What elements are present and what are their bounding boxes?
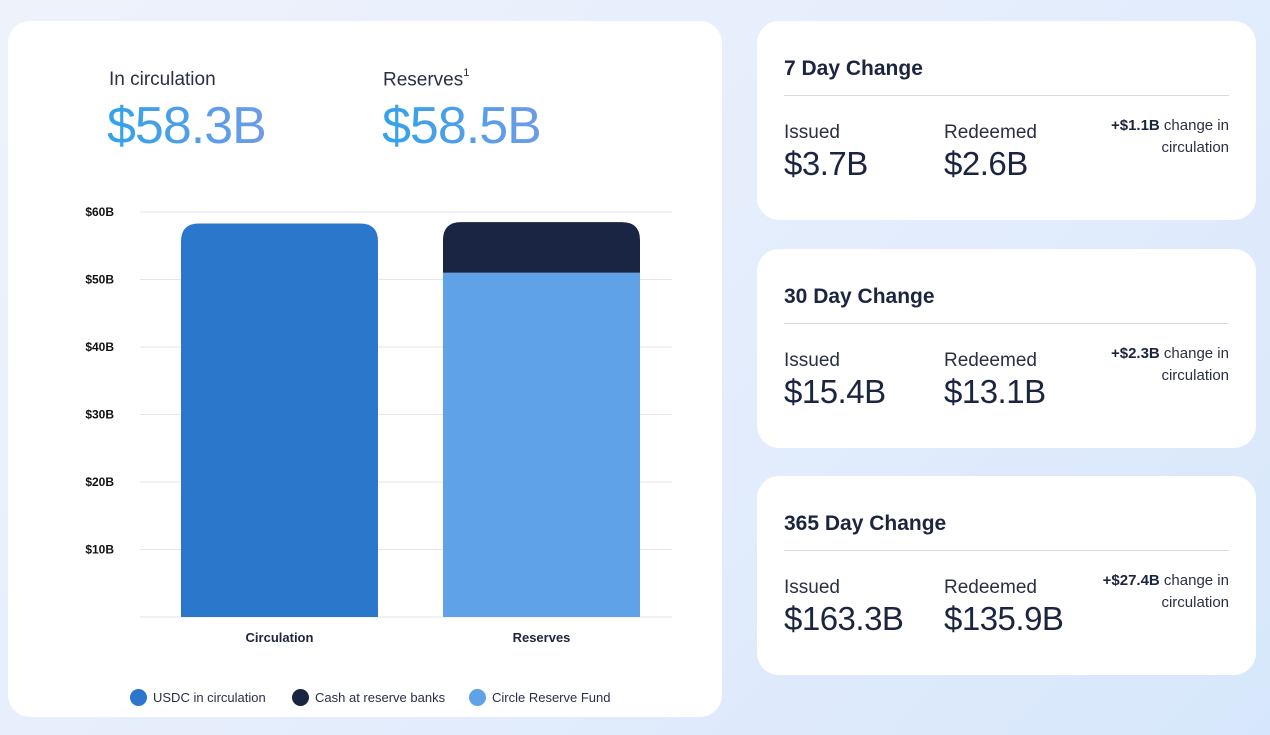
x-category-label: Reserves bbox=[513, 630, 571, 645]
circulation-value: $58.3B bbox=[107, 97, 267, 155]
supply-chart-card: In circulation $58.3B Reserves1 $58.5B $… bbox=[8, 21, 722, 717]
net-change-suffix: change in circulation bbox=[1159, 345, 1229, 384]
bar-reserves-cash-at-reserve-banks bbox=[443, 222, 640, 273]
y-tick-label: $10B bbox=[85, 543, 114, 557]
change-card-30-day: 30 Day Change Issued $15.4B Redeemed $13… bbox=[757, 249, 1256, 448]
redeemed-value: $13.1B bbox=[944, 373, 1046, 410]
y-tick-label: $50B bbox=[85, 273, 114, 287]
y-tick-label: $20B bbox=[85, 475, 114, 489]
issued-label: Issued bbox=[784, 122, 840, 143]
bar-circulation-usdc-in-circulation bbox=[181, 223, 378, 617]
change-card-365-day: 365 Day Change Issued $163.3B Redeemed $… bbox=[757, 476, 1256, 675]
reserves-label: Reserves1 bbox=[383, 67, 470, 91]
legend-label: USDC in circulation bbox=[153, 690, 266, 705]
redeemed-value: $2.6B bbox=[944, 145, 1028, 182]
legend-item-circle-reserve-fund: Circle Reserve Fund bbox=[469, 689, 611, 706]
legend-dot-usdc-circulation bbox=[130, 689, 147, 706]
legend-label: Circle Reserve Fund bbox=[492, 690, 611, 705]
legend-dot-circle-reserve-fund bbox=[469, 689, 486, 706]
change-title: 365 Day Change bbox=[784, 512, 947, 535]
reserves-footnote[interactable]: 1 bbox=[463, 67, 470, 79]
chart-legend: USDC in circulation Cash at reserve bank… bbox=[8, 689, 722, 711]
net-change-suffix: change in circulation bbox=[1159, 117, 1229, 156]
net-change-value: +$1.1B bbox=[1110, 117, 1160, 134]
change-card-7-day: 7 Day Change Issued $3.7B Redeemed $2.6B… bbox=[757, 21, 1256, 220]
bar-reserves-circle-reserve-fund bbox=[443, 272, 640, 617]
redeemed-label: Redeemed bbox=[944, 350, 1037, 371]
divider bbox=[784, 323, 1229, 324]
net-change-suffix: change in circulation bbox=[1159, 572, 1229, 611]
y-tick-label: $30B bbox=[85, 408, 114, 422]
circulation-label: In circulation bbox=[109, 69, 216, 90]
change-title: 7 Day Change bbox=[784, 57, 923, 80]
legend-item-cash-reserve-banks: Cash at reserve banks bbox=[292, 689, 445, 706]
net-change-value: +$2.3B bbox=[1110, 345, 1160, 362]
change-title: 30 Day Change bbox=[784, 285, 935, 308]
redeemed-label: Redeemed bbox=[944, 122, 1037, 143]
reserves-value: $58.5B bbox=[382, 97, 542, 155]
issued-value: $15.4B bbox=[784, 373, 886, 410]
net-change-value: +$27.4B bbox=[1102, 572, 1160, 589]
issued-value: $3.7B bbox=[784, 145, 868, 182]
divider bbox=[784, 95, 1229, 96]
issued-label: Issued bbox=[784, 350, 840, 371]
divider bbox=[784, 550, 1229, 551]
redeemed-label: Redeemed bbox=[944, 577, 1037, 598]
legend-item-usdc-circulation: USDC in circulation bbox=[130, 689, 266, 706]
issued-label: Issued bbox=[784, 577, 840, 598]
y-tick-label: $60B bbox=[85, 205, 114, 219]
stacked-bar-chart: $10B $20B $30B $40B $50B $60B Circulation Reser… bbox=[85, 205, 672, 645]
net-change-note: +$1.1B change in circulation bbox=[1069, 115, 1229, 159]
legend-label: Cash at reserve banks bbox=[315, 690, 446, 705]
x-category-label: Circulation bbox=[246, 630, 314, 645]
issued-value: $163.3B bbox=[784, 600, 904, 637]
redeemed-value: $135.9B bbox=[944, 600, 1064, 637]
net-change-note: +$2.3B change in circulation bbox=[1069, 343, 1229, 387]
net-change-note: +$27.4B change in circulation bbox=[1069, 570, 1229, 614]
y-tick-label: $40B bbox=[85, 340, 114, 354]
legend-dot-cash-reserve-banks bbox=[292, 689, 309, 706]
